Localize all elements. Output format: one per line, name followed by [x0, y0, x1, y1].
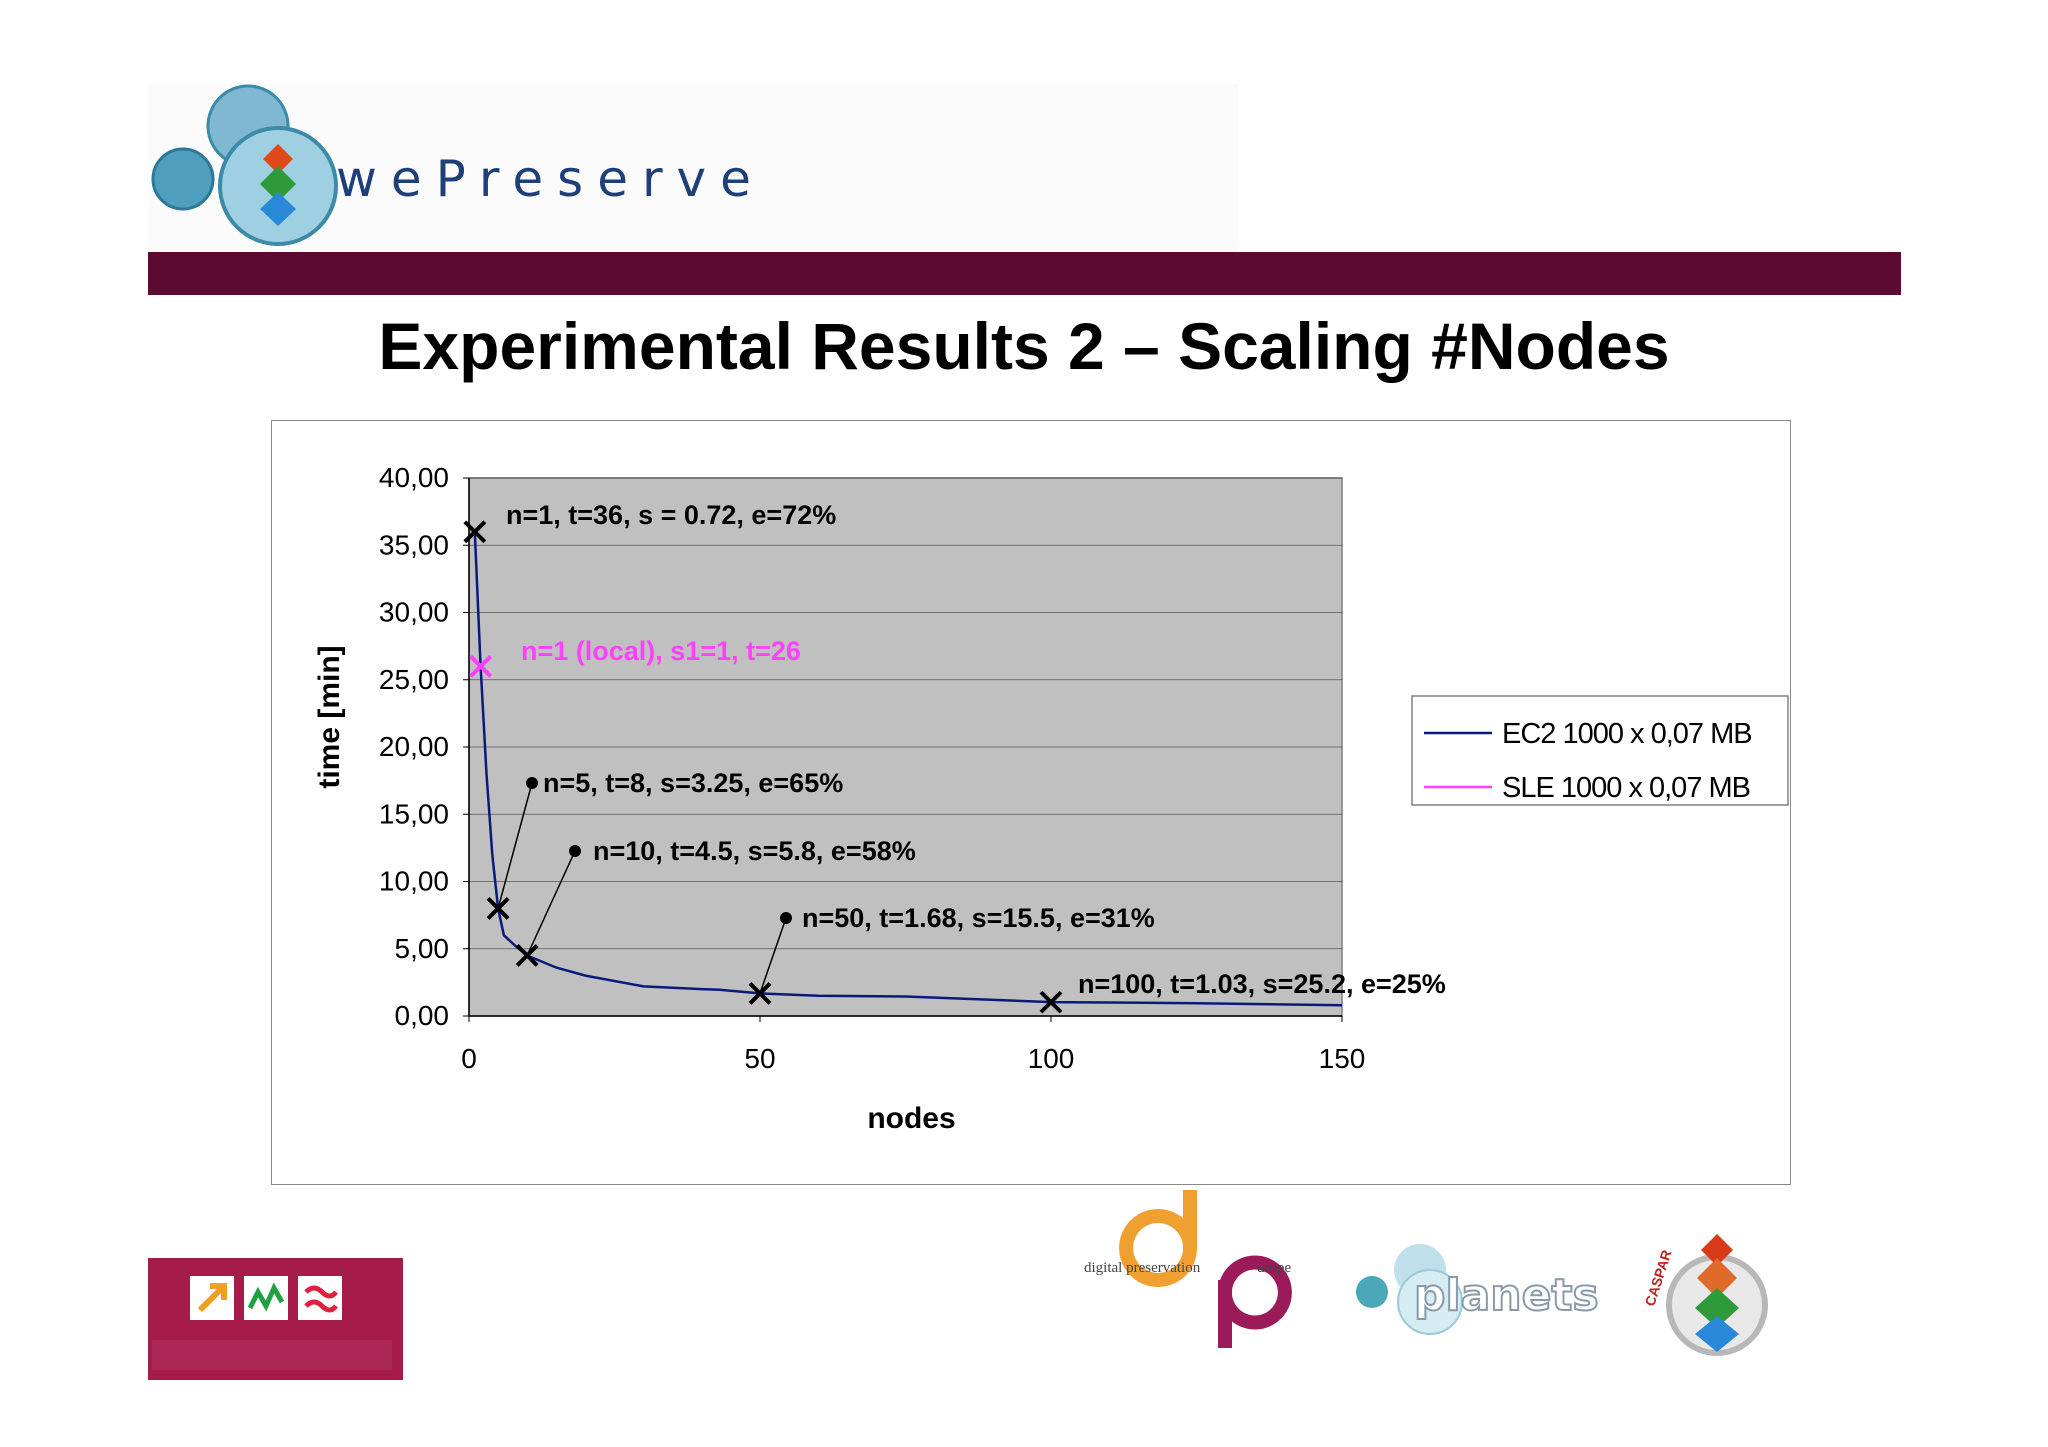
- legend-ec2-label: EC2 1000 x 0,07 MB: [1502, 718, 1752, 750]
- chart-frame: 0,00 5,00 10,00 15,00 20,00 25,00 30,00 35,00 40…: [271, 420, 1791, 1185]
- x-tick-label: 50: [744, 1043, 775, 1074]
- dpe-text: digital preservation: [1084, 1260, 1201, 1276]
- annotation-n1: n=1, t=36, s = 0.72, e=72%: [506, 500, 836, 530]
- annotation-n10: n=10, t=4.5, s=5.8, e=58%: [593, 836, 916, 866]
- annotation-n1-local: n=1 (local), s1=1, t=26: [521, 636, 801, 666]
- data-point-marker: [486, 896, 510, 920]
- y-tick-label: 35,00: [379, 529, 449, 560]
- series-ec2-line: [473, 531, 1343, 1007]
- dpe-text-suffix: urope: [1257, 1260, 1292, 1276]
- annotation-n5: n=5, t=8, s=3.25, e=65%: [543, 768, 843, 798]
- y-tick-label: 0,00: [395, 1000, 450, 1031]
- x-tick-label: 0: [461, 1043, 477, 1074]
- leader-n5-line: [497, 782, 533, 909]
- y-tick-label: 10,00: [379, 866, 449, 897]
- leader-n50-line: [759, 917, 787, 994]
- y-tick-label: 30,00: [379, 597, 449, 628]
- planets-text: planets: [1413, 1269, 1600, 1322]
- y-tick-label: 20,00: [379, 731, 449, 762]
- header-bar: [148, 252, 1901, 295]
- wepreserve-logo: [151, 84, 338, 246]
- leader-n10-line: [526, 850, 576, 956]
- x-tick-label: 150: [1319, 1043, 1366, 1074]
- legend-sle-label: SLE 1000 x 0,07 MB: [1502, 772, 1750, 804]
- caspar-logo: CASPAR: [1635, 1230, 1775, 1360]
- data-point-marker: [1039, 990, 1063, 1014]
- annotation-n100: n=100, t=1.03, s=25.2, e=25%: [1078, 969, 1446, 999]
- x-axis-label: nodes: [867, 1102, 955, 1135]
- y-tick-label: 40,00: [379, 462, 449, 493]
- y-tick-label: 5,00: [395, 933, 450, 964]
- series-sle-marker: [469, 654, 493, 678]
- brand-name: wePreserve: [336, 150, 765, 208]
- information-society-logo: [148, 1258, 403, 1380]
- x-tick-label: 100: [1028, 1043, 1075, 1074]
- y-tick-label: 25,00: [379, 664, 449, 695]
- planets-logo: planets: [1350, 1240, 1600, 1340]
- y-axis-label: time [min]: [313, 645, 346, 788]
- digital-preservation-europe-logo: digital preservation urope: [1080, 1180, 1300, 1360]
- data-point-marker: [463, 520, 487, 544]
- slide-title: Experimental Results 2 – Scaling #Nodes: [378, 309, 1670, 383]
- line-chart: 0,00 5,00 10,00 15,00 20,00 25,00 30,00 35,00 40…: [313, 462, 1789, 1135]
- annotation-n50: n=50, t=1.68, s=15.5, e=31%: [802, 903, 1155, 933]
- y-tick-label: 15,00: [379, 798, 449, 829]
